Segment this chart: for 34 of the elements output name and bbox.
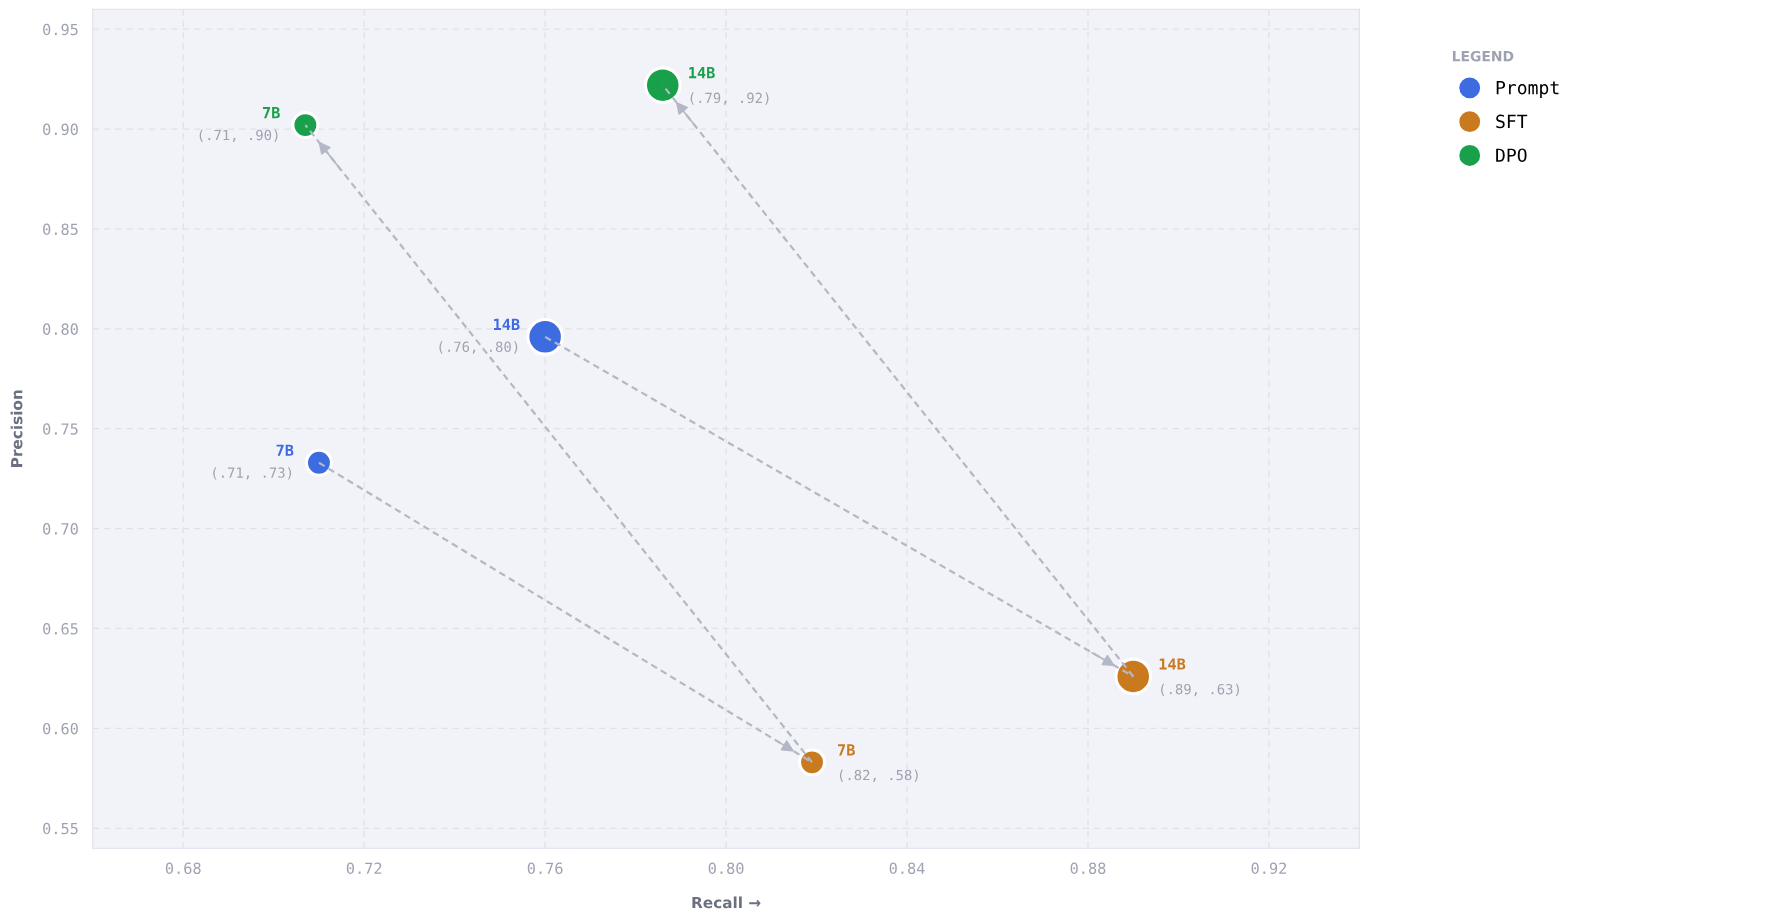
x-axis-title: Recall →	[692, 896, 761, 909]
x-tick-label: 0.80	[708, 862, 744, 875]
y-tick-label: 0.95	[43, 23, 78, 36]
x-tick-label: 0.72	[346, 862, 382, 875]
data-label: (.82, .58)	[839, 769, 918, 783]
data-label: (.79, .92)	[690, 92, 769, 105]
annotation: 14B	[1159, 658, 1186, 670]
y-tick-label: 0.55	[43, 822, 78, 835]
data-label: (.89, .63)	[1161, 683, 1239, 697]
y-tick-label: 0.90	[43, 123, 78, 136]
annotation: 7B	[262, 107, 280, 119]
x-tick-label: 0.92	[1251, 862, 1287, 875]
annotation: 7B	[276, 444, 294, 456]
x-tick-label: 0.84	[889, 862, 925, 875]
y-axis-title: Precision	[10, 390, 23, 467]
data-label: (.76, .80)	[439, 341, 518, 354]
annotation: 14B	[689, 67, 715, 79]
y-tick-label: 0.70	[43, 523, 78, 535]
data-label: (.71, .73)	[213, 467, 292, 480]
x-tick-label: 0.88	[1070, 862, 1106, 875]
legend-title: LEGEND	[1452, 50, 1514, 62]
y-tick-label: 0.75	[43, 423, 78, 435]
legend-label: Prompt	[1496, 80, 1559, 98]
y-tick-label: 0.60	[43, 722, 78, 735]
y-tick-label: 0.65	[43, 623, 78, 635]
annotation: 14B	[493, 318, 520, 330]
legend-label: DPO	[1496, 148, 1527, 163]
data-label: (.71, .90)	[199, 129, 278, 143]
y-tick-label: 0.80	[43, 323, 78, 335]
legend-label: SFT	[1496, 114, 1528, 129]
x-tick-label: 0.68	[165, 862, 201, 875]
annotation: 7B	[838, 744, 855, 756]
x-tick-label: 0.76	[527, 862, 563, 875]
y-tick-label: 0.85	[43, 223, 78, 236]
